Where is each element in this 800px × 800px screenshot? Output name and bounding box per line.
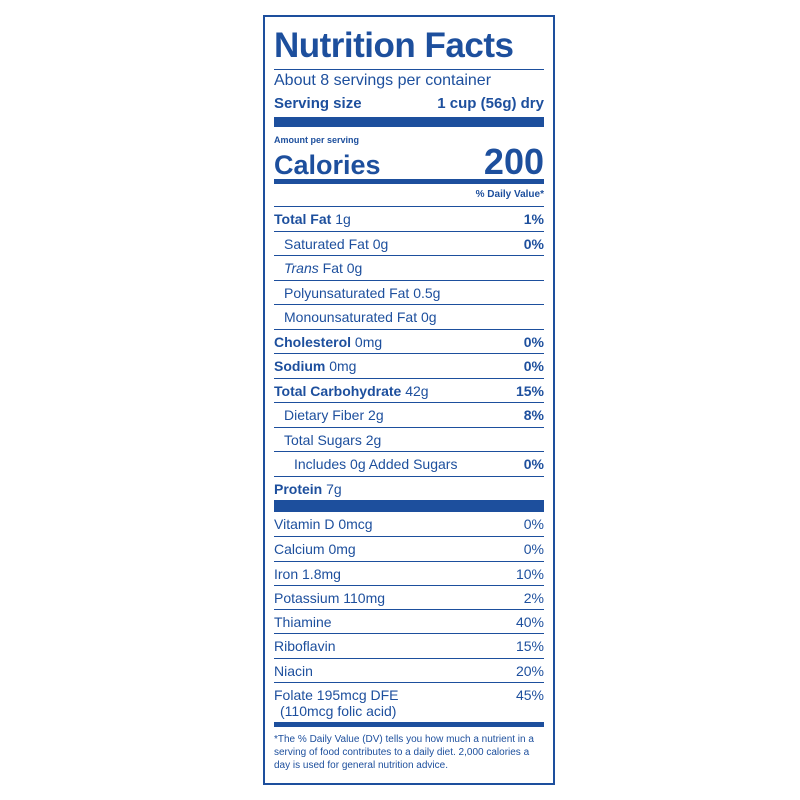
- dv: 40%: [515, 614, 544, 631]
- dv: 2%: [523, 589, 544, 606]
- name: Niacin: [274, 662, 313, 679]
- dv-header: % Daily Value*: [475, 189, 544, 200]
- amount: 42g: [405, 382, 429, 399]
- calories-label: Calories: [274, 150, 381, 180]
- serving-size: Serving size 1 cup (56g) dry: [274, 93, 544, 117]
- dv: 0%: [523, 541, 544, 558]
- rule: [274, 117, 544, 127]
- dv: 15%: [515, 382, 544, 399]
- name: Fat: [322, 260, 343, 276]
- amount: 0g: [420, 309, 437, 325]
- calories-value: 200: [483, 141, 544, 182]
- dv: 15%: [515, 638, 544, 655]
- name: Protein: [274, 480, 323, 497]
- servings: About 8 servings per container: [274, 69, 544, 93]
- vitamin: Thiamine 40%: [274, 609, 544, 633]
- amount: 0g: [346, 260, 363, 276]
- vitamin: Riboflavin 15%: [274, 633, 544, 657]
- nutrient: Dietary Fiber 2g 8%: [274, 402, 544, 427]
- nutrient: Protein 7g: [274, 475, 544, 501]
- nutrient: Polyunsaturated Fat 0.5g: [274, 279, 544, 305]
- vitamin: Calcium 0mg 0%: [274, 536, 544, 560]
- name: Dietary Fiber: [284, 407, 365, 423]
- name: Saturated Fat: [284, 235, 369, 252]
- serving-size-value: 1 cup (56g) dry: [437, 95, 544, 112]
- nutrient: Saturated Fat 0g 0%: [274, 230, 544, 256]
- rule: [274, 722, 544, 728]
- name-italic: Trans: [284, 260, 319, 276]
- dv: 10%: [515, 565, 544, 582]
- nutrient: Total Sugars 2g: [274, 426, 544, 452]
- amount: 0g: [372, 235, 389, 252]
- nutrient: Includes 0g Added Sugars 0%: [274, 451, 544, 476]
- dv: 8%: [523, 407, 544, 423]
- vitamin: Potassium 110mg 2%: [274, 584, 544, 609]
- calories: Calories 200: [274, 141, 544, 182]
- nutrient: Cholesterol 0mg 0%: [274, 328, 544, 354]
- amount: 0.5g: [413, 284, 441, 301]
- name: Total Sugars: [284, 431, 362, 448]
- nutrient: Total Fat 1g 1%: [274, 206, 544, 231]
- name: Cholesterol: [274, 333, 352, 350]
- amount: 7g: [326, 480, 342, 497]
- note: (110mcg folic acid): [280, 703, 397, 720]
- name: Vitamin D 0mcg: [274, 516, 373, 532]
- dv: 45%: [515, 687, 544, 704]
- rule: [274, 179, 544, 184]
- name: Potassium 110mg: [274, 589, 386, 606]
- nutrient: Sodium 0mg 0%: [274, 353, 544, 378]
- nutrient: Trans Fat 0g: [274, 255, 544, 280]
- nutrition-label: Nutrition Facts About 8 servings per con…: [263, 15, 555, 785]
- amount-per-serving: Amount per serving: [274, 135, 360, 145]
- vitamin: Niacin 20%: [274, 657, 544, 682]
- vitamin: Folate 195mcg DFE (110mcg folic acid) 45%: [274, 682, 544, 722]
- nutrient: Monounsaturated Fat 0g: [274, 304, 544, 329]
- name: Total Fat: [274, 211, 332, 227]
- serving-size-label: Serving size: [274, 95, 362, 112]
- title: Nutrition Facts: [274, 26, 514, 65]
- name: Folate 195mcg DFE: [274, 687, 399, 704]
- dv: 0%: [523, 456, 544, 472]
- name: Polyunsaturated Fat: [284, 284, 410, 301]
- name: Sodium: [274, 358, 326, 374]
- name: Total Carbohydrate: [274, 382, 402, 399]
- footnote: *The % Daily Value (DV) tells you how mu…: [274, 734, 534, 772]
- nutrient: Total Carbohydrate 42g 15%: [274, 377, 544, 403]
- dv: 0%: [523, 516, 544, 532]
- dv: 0%: [523, 333, 544, 350]
- vitamin: Iron 1.8mg 10%: [274, 560, 544, 585]
- name: Calcium 0mg: [274, 541, 356, 558]
- amount: 2g: [368, 407, 384, 423]
- rule: [274, 500, 544, 512]
- name: Includes 0g Added Sugars: [294, 456, 458, 472]
- name: Thiamine: [274, 614, 332, 631]
- dv: 0%: [523, 358, 544, 374]
- name: Monounsaturated Fat: [284, 309, 418, 325]
- amount: 0mg: [354, 333, 383, 350]
- amount: 0mg: [329, 358, 357, 374]
- dv: 1%: [523, 211, 544, 227]
- amount: 2g: [365, 431, 382, 448]
- name: Iron 1.8mg: [274, 565, 341, 582]
- dv: 20%: [515, 662, 544, 679]
- dv: 0%: [523, 235, 544, 252]
- name: Riboflavin: [274, 638, 336, 655]
- vitamin: Vitamin D 0mcg 0%: [274, 512, 544, 536]
- amount: 1g: [335, 211, 351, 227]
